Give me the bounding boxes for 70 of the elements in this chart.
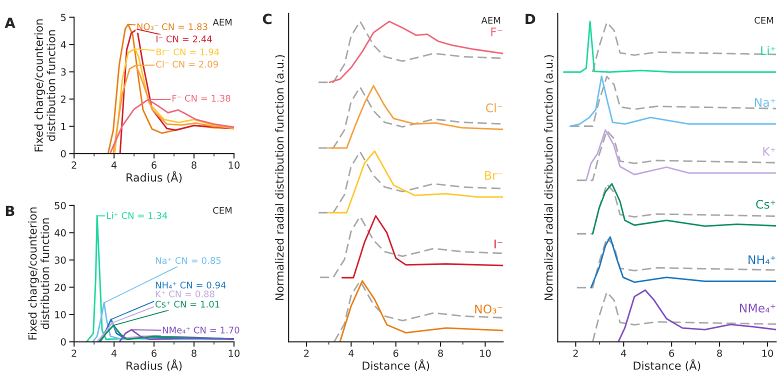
x-tick-label: 8 [192, 350, 196, 357]
chart-title: A [4, 18, 16, 28]
x-axis-title: Distance (Å) [634, 359, 700, 372]
y-axis-title: Fixed charge/counterion distribution function [34, 19, 56, 152]
x-tick-label: 8 [717, 350, 722, 357]
annotation: AEM [481, 17, 500, 24]
y-tick-label: 1 [61, 122, 66, 130]
chart-title: C [262, 14, 272, 24]
series-label: NO₃⁻ [475, 304, 502, 314]
series-label: K⁺ [763, 147, 776, 156]
x-tick-label: 8 [192, 161, 196, 169]
annotation: CEM [213, 206, 232, 214]
x-axis-title: Radius (Å) [126, 171, 182, 183]
series-label: Li⁺ [761, 46, 776, 55]
x-tick-label: 6 [393, 350, 398, 357]
y-tick-label: 5 [61, 14, 66, 22]
chart-title: D [526, 14, 536, 24]
x-tick-label: 8 [438, 350, 443, 357]
series-label: I⁻ [494, 240, 502, 248]
legend-label: F⁻ CN = 1.38 [172, 94, 230, 102]
x-tick-label: 10 [480, 350, 491, 357]
y-tick-label: 20 [54, 284, 66, 292]
series-label: NMe₄⁺ [740, 304, 776, 313]
legend-label: NO₃⁻ CN = 1.83 [137, 23, 208, 30]
series-label: Cs⁺ [756, 200, 776, 209]
x-tick-label: 10 [228, 161, 240, 169]
y-tick-label: 0 [60, 150, 66, 158]
y-tick-label: 40 [54, 229, 66, 237]
annotation: CEM [754, 16, 774, 24]
series-label: F⁻ [491, 28, 502, 36]
x-tick-label: 6 [152, 161, 157, 169]
y-axis-title: Normalized radial distribution function (a.u.) [544, 55, 554, 300]
x-axis-title: Radius (Å) [126, 359, 182, 372]
x-tick-label: 4 [111, 162, 117, 169]
x-tick-label: 4 [348, 350, 354, 357]
series-label: I⁻ CN = 2.44 [156, 36, 212, 42]
series-label: Br⁻ [485, 171, 502, 180]
legend-label: Br⁻ CN = 1.94 [156, 48, 220, 56]
x-axis-title: Distance (Å) [362, 359, 430, 372]
legend-label: Li⁺ CN = 1.34 [106, 212, 168, 219]
legend-label: NMe₄⁺ CN = 1.70 [162, 326, 240, 334]
x-tick-label: 2 [304, 350, 309, 357]
y-tick-label: 30 [54, 256, 66, 264]
x-tick-label: 6 [152, 350, 157, 357]
series-label: Na⁺ [754, 98, 776, 107]
y-tick-label: 2 [60, 96, 66, 103]
x-tick-label: 4 [111, 350, 117, 357]
x-tick-label: 2 [72, 350, 76, 357]
x-tick-label: 2 [573, 350, 578, 357]
y-axis-title: Normalized radial distribution function (a.u.) [275, 55, 285, 300]
text: K⁺ CN = 0.88 [156, 290, 214, 298]
text: Cs⁺ CN = 1.01 [156, 300, 220, 308]
y-tick-label: 0 [60, 338, 66, 346]
y-tick-label: 50 [54, 202, 66, 210]
x-tick-label: 2 [72, 161, 76, 169]
series-label: NH₄⁺ [748, 255, 776, 264]
chart-title: B [6, 206, 14, 216]
text: Na⁺ CN = 0.85 [156, 257, 221, 264]
x-tick-label: 10 [762, 350, 774, 357]
x-tick-label: 10 [228, 350, 240, 357]
x-tick-label: 4 [621, 350, 626, 357]
legend-label: Cl⁻ CN = 2.09 [156, 60, 218, 68]
y-tick-label: 3 [61, 68, 66, 76]
x-tick-label: 6 [669, 350, 674, 357]
series-label: Cl⁻ [486, 103, 502, 112]
y-axis-title: Fixed charge/counterion distribution function [28, 208, 50, 340]
annotation: AEM [212, 18, 232, 26]
y-tick-label: 10 [55, 310, 66, 318]
y-tick-label: 4 [60, 41, 66, 48]
text: NH₄⁺ CN = 0.94 [156, 282, 226, 288]
